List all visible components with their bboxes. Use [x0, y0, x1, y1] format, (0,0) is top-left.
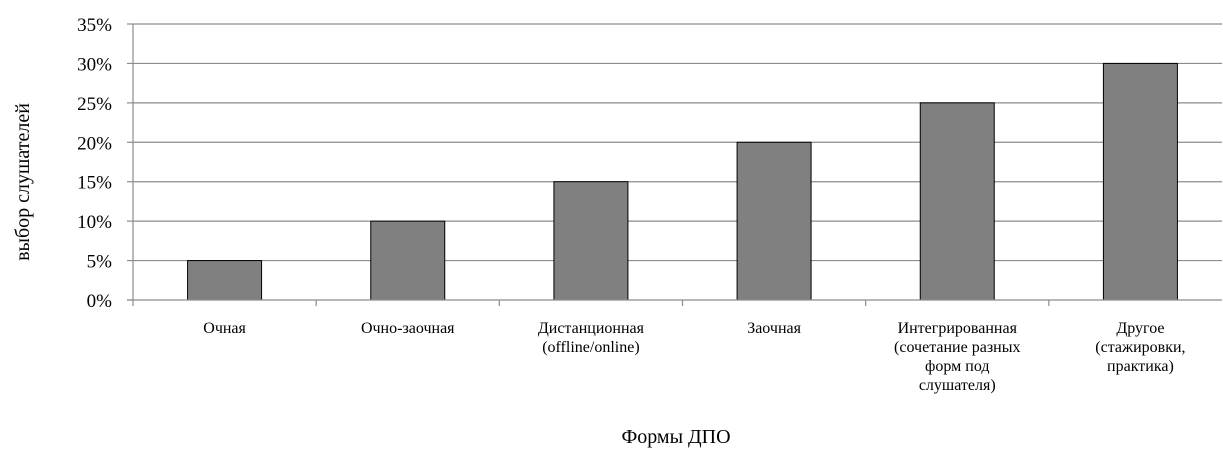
x-tick-label-line: Интегрированная — [898, 320, 1018, 337]
y-tick-label: 10% — [77, 212, 112, 233]
x-tick-label-line: Дистанционная — [538, 320, 645, 337]
x-tick-label-line: (offline/online) — [542, 339, 639, 356]
y-tick-label: 20% — [77, 133, 112, 154]
x-tick-label-line: практика) — [1107, 358, 1174, 375]
bars — [187, 62, 1178, 301]
y-tick-label: 25% — [77, 94, 112, 115]
x-tick-label-line: форм под — [925, 358, 990, 375]
x-tick-label: Дистанционная (offline/online) — [538, 320, 645, 356]
x-tick-label-line: (сочетание разных — [894, 339, 1020, 356]
y-tick-label: 30% — [77, 54, 112, 75]
x-tick-labels: Очная Очно-заочная Дистанционная (offline/o… — [203, 320, 1185, 394]
y-tick-label: 5% — [87, 252, 113, 273]
axes — [127, 23, 1222, 306]
x-tick-label-line: Очно-заочная — [361, 320, 455, 337]
bar — [187, 260, 263, 301]
x-tick-label-line: слушателя) — [919, 377, 996, 394]
x-axis-title: Формы ДПО — [621, 426, 730, 448]
bar — [370, 220, 446, 301]
x-tick-label: Интегрированная (сочетание разных форм под… — [894, 320, 1020, 394]
bar — [736, 141, 812, 301]
bar — [553, 181, 629, 301]
bar — [1102, 62, 1178, 301]
gridlines — [133, 23, 1222, 262]
y-tick-label: 15% — [77, 173, 112, 194]
y-tick-label: 0% — [87, 291, 113, 312]
x-tick-label: Другое (стажировки, практика) — [1095, 320, 1185, 375]
x-tick-label-line: Другое — [1116, 320, 1164, 337]
x-tick-label-line: Заочная — [747, 320, 801, 337]
bar — [919, 102, 995, 301]
y-axis-title: выбор слушателей — [12, 103, 34, 261]
y-tick-labels: 0% 5% 10% 15% 20% 25% 30% 35% — [77, 15, 112, 312]
y-tick-label: 35% — [77, 15, 112, 36]
x-tick-label-line: (стажировки, — [1095, 339, 1185, 356]
x-tick-label: Заочная — [747, 320, 801, 337]
x-tick-label: Очно-заочная — [361, 320, 455, 337]
x-tick-label: Очная — [203, 320, 246, 337]
x-tick-label-line: Очная — [203, 320, 246, 337]
